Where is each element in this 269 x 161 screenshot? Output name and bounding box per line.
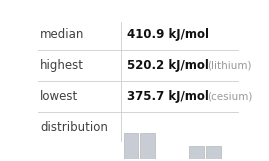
Text: 410.9 kJ/mol: 410.9 kJ/mol [128,28,210,41]
Text: highest: highest [40,59,84,72]
Bar [206,146,221,159]
Bar [140,133,155,159]
Text: (cesium): (cesium) [207,92,252,102]
Text: 375.7 kJ/mol: 375.7 kJ/mol [128,90,209,103]
Text: median: median [40,28,84,41]
Bar [123,133,138,159]
Text: (lithium): (lithium) [207,61,251,71]
Text: lowest: lowest [40,90,78,103]
Bar [189,146,204,159]
Text: 520.2 kJ/mol: 520.2 kJ/mol [128,59,209,72]
Text: distribution: distribution [40,121,108,134]
